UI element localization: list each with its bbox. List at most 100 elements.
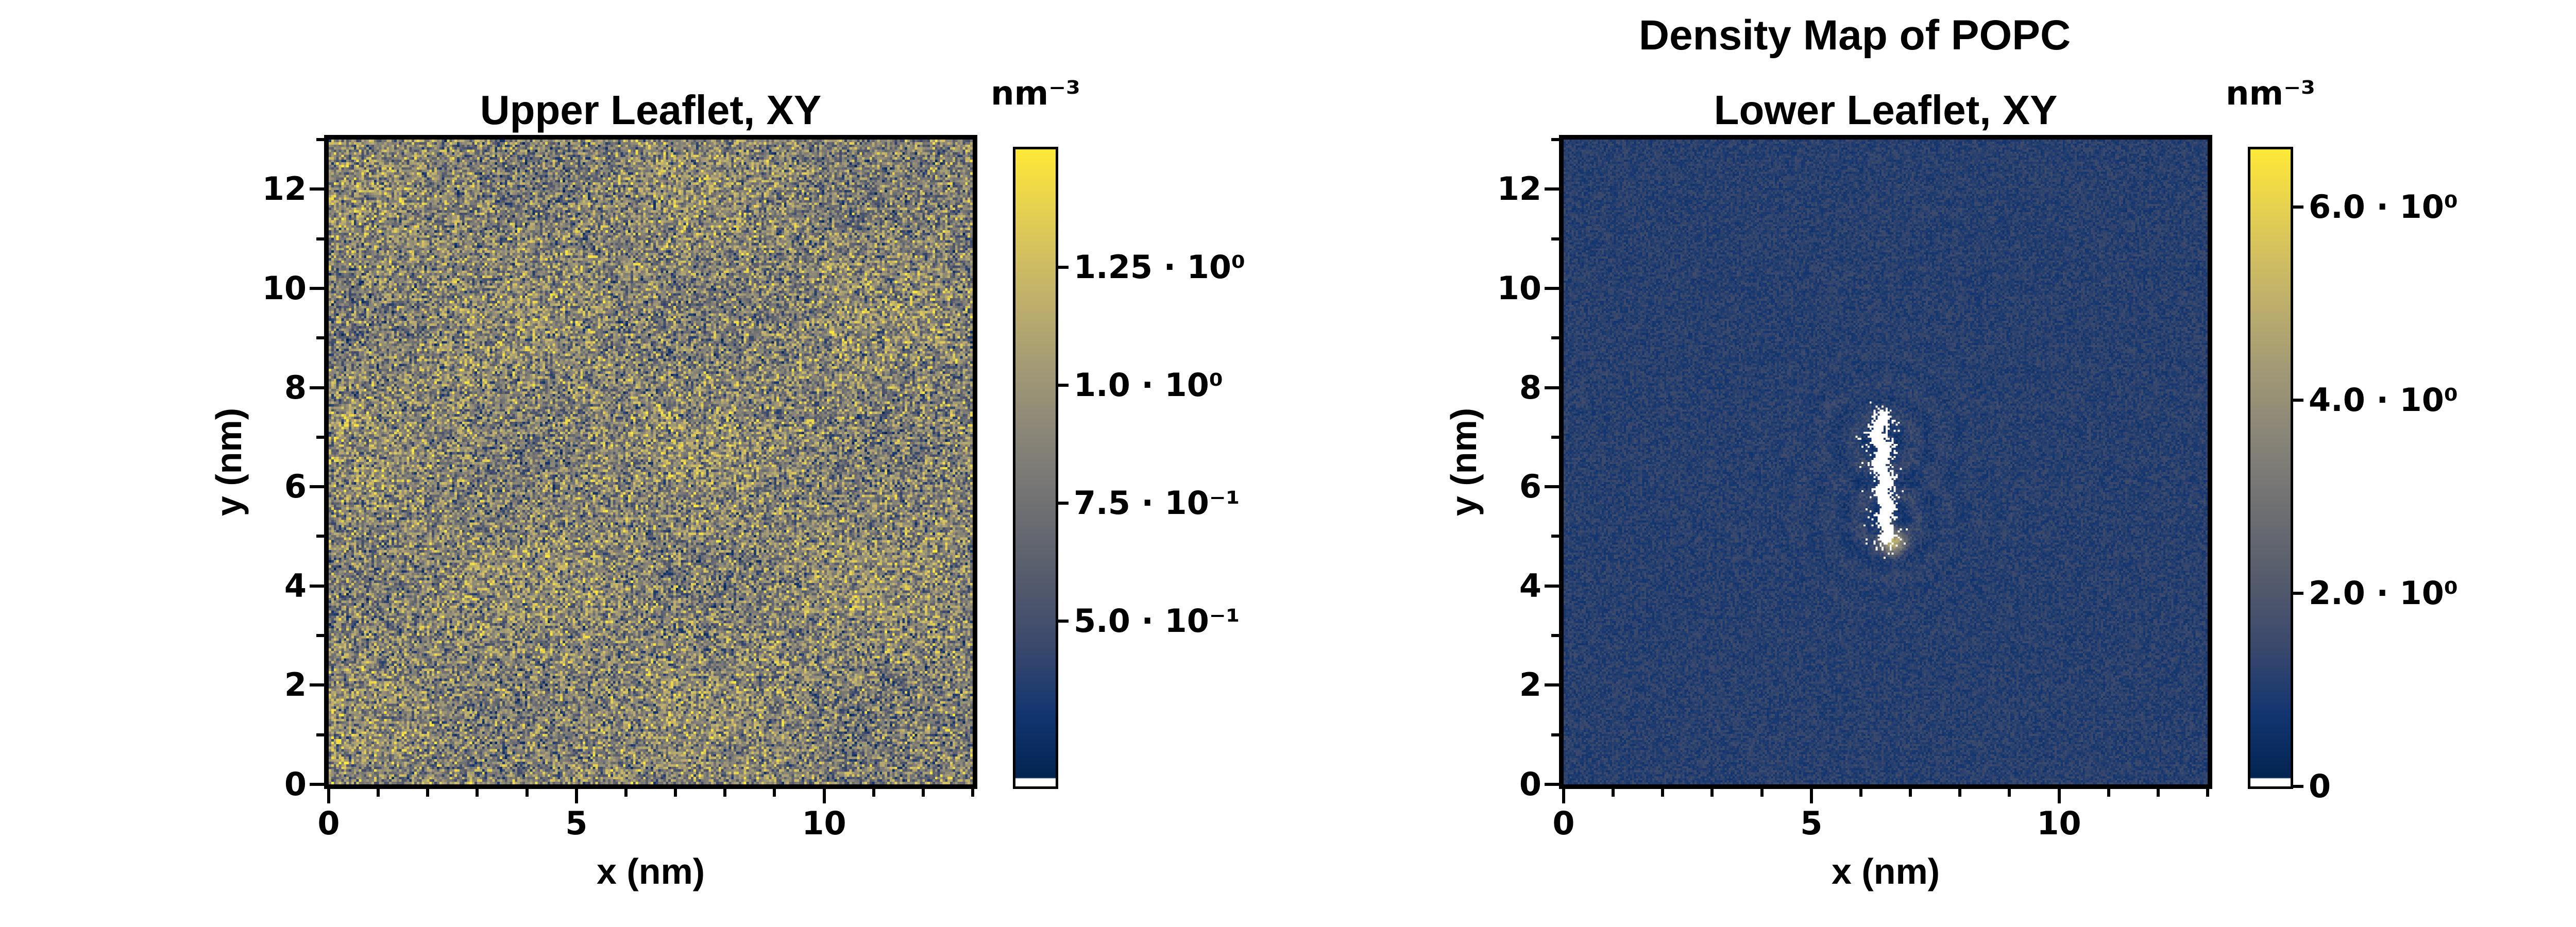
- y-tick-label: 6: [284, 468, 307, 506]
- x-major-tick: [822, 789, 826, 803]
- y-major-tick: [310, 485, 324, 489]
- x-minor-tick: [426, 789, 430, 797]
- x-minor-tick: [1661, 789, 1665, 797]
- plot-title-upper-leaflet: Upper Leaflet, XY: [480, 87, 822, 133]
- x-tick-label: 0: [317, 804, 340, 842]
- x-tick-label: 10: [802, 804, 846, 842]
- y-major-tick: [310, 286, 324, 290]
- colorbar-tick: [2293, 785, 2303, 788]
- y-major-tick: [310, 783, 324, 786]
- x-major-tick: [2057, 789, 2061, 803]
- y-tick-label: 4: [1519, 566, 1541, 605]
- colorbar-tick-label: 7.5 · 10⁻¹: [1074, 484, 1240, 522]
- x-minor-tick: [1612, 789, 1615, 797]
- y-major-tick: [1545, 286, 1559, 290]
- heatmap-upper-leaflet: [329, 140, 973, 784]
- y-tick-label: 0: [1519, 765, 1541, 803]
- y-major-tick: [310, 584, 324, 588]
- x-minor-tick: [723, 789, 727, 797]
- colorbar-gradient: [1015, 149, 1056, 786]
- colorbar-tick-label: 2.0 · 10⁰: [2309, 574, 2458, 612]
- x-axis-label: x (nm): [1832, 851, 1940, 891]
- y-minor-tick: [316, 733, 324, 736]
- x-minor-tick: [1760, 789, 1764, 797]
- y-tick-label: 0: [284, 765, 307, 803]
- x-major-tick: [327, 789, 330, 803]
- y-minor-tick: [1551, 237, 1559, 241]
- colorbar-tick: [1058, 620, 1069, 623]
- x-tick-label: 5: [1800, 804, 1823, 842]
- x-minor-tick: [1958, 789, 1962, 797]
- y-major-tick: [1545, 683, 1559, 687]
- x-major-tick: [574, 789, 578, 803]
- y-major-tick: [1545, 783, 1559, 786]
- plot-area-upper-leaflet: [324, 135, 977, 789]
- colorbar-tick: [1058, 502, 1069, 505]
- colorbar-upper-leaflet: [1013, 147, 1058, 789]
- x-minor-tick: [971, 789, 974, 797]
- y-minor-tick: [1551, 634, 1559, 638]
- colorbar-tick-label: 0: [2309, 767, 2331, 805]
- y-tick-label: 2: [284, 666, 307, 704]
- y-minor-tick: [1551, 535, 1559, 538]
- colorbar-lower-leaflet: [2248, 147, 2293, 789]
- colorbar-tick-label: 1.25 · 10⁰: [1074, 248, 1246, 286]
- y-major-tick: [1545, 584, 1559, 588]
- y-tick-label: 6: [1519, 468, 1541, 506]
- y-major-tick: [1545, 187, 1559, 191]
- y-tick-label: 2: [1519, 666, 1541, 704]
- heatmap-lower-leaflet: [1564, 140, 2208, 784]
- y-major-tick: [310, 683, 324, 687]
- y-minor-tick: [1551, 435, 1559, 439]
- x-minor-tick: [2156, 789, 2160, 797]
- colorbar-tick: [2293, 205, 2303, 209]
- x-axis-label: x (nm): [597, 851, 705, 891]
- x-minor-tick: [773, 789, 776, 797]
- y-major-tick: [310, 386, 324, 389]
- x-minor-tick: [1859, 789, 1862, 797]
- x-tick-label: 5: [565, 804, 588, 842]
- x-tick-label: 10: [2037, 804, 2081, 842]
- x-minor-tick: [1909, 789, 1912, 797]
- x-minor-tick: [1710, 789, 1714, 797]
- plot-title-lower-leaflet: Lower Leaflet, XY: [1714, 87, 2058, 133]
- colorbar-tick-label: 6.0 · 10⁰: [2309, 188, 2458, 226]
- x-major-tick: [1562, 789, 1565, 803]
- x-minor-tick: [2206, 789, 2209, 797]
- y-minor-tick: [316, 435, 324, 439]
- x-minor-tick: [2008, 789, 2011, 797]
- y-major-tick: [310, 187, 324, 191]
- colorbar-gradient: [2250, 149, 2291, 786]
- x-minor-tick: [921, 789, 925, 797]
- y-minor-tick: [1551, 336, 1559, 340]
- y-minor-tick: [1551, 138, 1559, 141]
- y-major-tick: [1545, 386, 1559, 389]
- y-minor-tick: [316, 138, 324, 141]
- y-tick-label: 8: [284, 368, 307, 406]
- y-major-tick: [1545, 485, 1559, 489]
- y-tick-label: 12: [1497, 170, 1541, 208]
- colorbar-tick: [1058, 384, 1069, 387]
- colorbar-unit-label: nm⁻³: [990, 75, 1081, 113]
- x-minor-tick: [624, 789, 628, 797]
- y-tick-label: 8: [1519, 368, 1541, 406]
- y-minor-tick: [316, 535, 324, 538]
- plot-area-lower-leaflet: [1559, 135, 2212, 789]
- x-tick-label: 0: [1552, 804, 1575, 842]
- y-tick-label: 4: [284, 566, 307, 605]
- x-minor-tick: [377, 789, 380, 797]
- x-minor-tick: [674, 789, 677, 797]
- y-tick-label: 10: [262, 269, 307, 307]
- x-major-tick: [1809, 789, 1813, 803]
- colorbar-tick-label: 1.0 · 10⁰: [1074, 366, 1223, 404]
- x-minor-tick: [476, 789, 479, 797]
- y-minor-tick: [316, 336, 324, 340]
- x-minor-tick: [2107, 789, 2110, 797]
- colorbar-unit-label: nm⁻³: [2225, 75, 2316, 113]
- y-tick-label: 12: [262, 170, 307, 208]
- colorbar-tick: [1058, 266, 1069, 269]
- y-minor-tick: [316, 237, 324, 241]
